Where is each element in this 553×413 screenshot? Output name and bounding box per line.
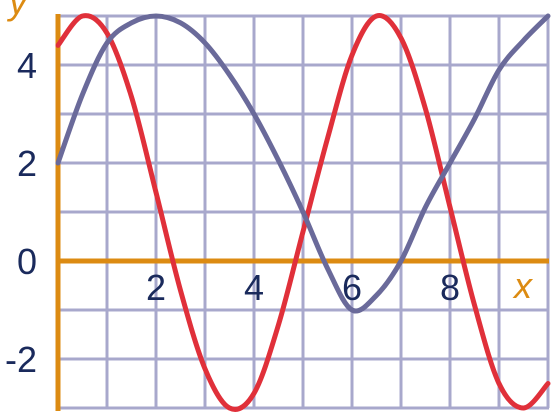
y-axis-label: y — [6, 0, 29, 22]
x-tick-label: 8 — [440, 267, 460, 308]
x-tick-label: 6 — [342, 267, 362, 308]
axes — [55, 14, 549, 411]
purple-series-line — [55, 13, 551, 314]
y-tick-label: -2 — [5, 339, 37, 380]
x-tick-label: 4 — [244, 267, 264, 308]
y-tick-label: 2 — [17, 143, 37, 184]
y-tick-label: 4 — [17, 45, 37, 86]
series-lines — [55, 13, 551, 412]
tick-labels: 2 4 6 8 -2 0 2 4 x y — [5, 0, 534, 380]
y-tick-label: 0 — [17, 241, 37, 282]
x-tick-label: 2 — [146, 267, 166, 308]
red-series-line — [55, 13, 551, 412]
x-axis-label: x — [512, 265, 534, 306]
